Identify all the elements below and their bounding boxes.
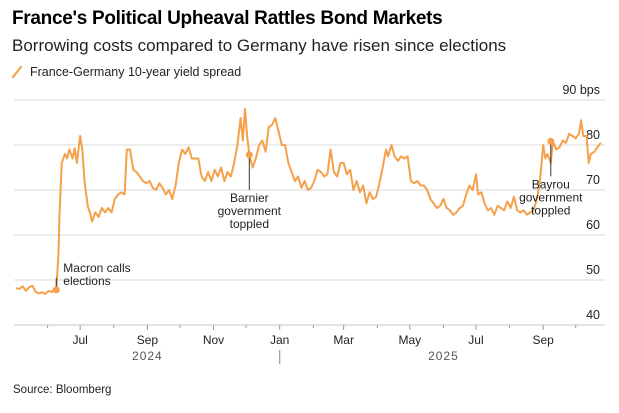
annotation-text: Bayrou	[532, 177, 570, 191]
source-note: Source: Bloomberg	[13, 384, 112, 396]
series-line	[15, 108, 602, 295]
x-tick-label: Sep	[533, 333, 555, 347]
y-tick-label: 40	[586, 308, 600, 322]
x-axis: Jul Sep Nov Jan Mar May Jul Sep 2024 2025	[47, 325, 577, 364]
chart-title: France's Political Upheaval Rattles Bond…	[12, 8, 443, 29]
y-tick-label: 70	[586, 173, 600, 187]
gridlines	[14, 99, 605, 326]
annotation-text: Barnier	[230, 191, 269, 205]
y-tick-label: 80	[586, 128, 600, 142]
x-tick-label: Mar	[333, 333, 354, 347]
x-year-label: 2025	[428, 349, 459, 363]
x-tick-label: Jul	[72, 333, 87, 347]
annotation-text: government	[218, 204, 282, 218]
y-tick-label: 60	[586, 218, 600, 232]
annotation-text: government	[519, 190, 583, 204]
annotation-text: toppled	[531, 203, 570, 217]
x-tick-label: Jul	[468, 333, 483, 347]
y-tick-label: 90 bps	[562, 83, 600, 97]
annotation-text: elections	[63, 274, 110, 288]
x-tick-label: Jan	[270, 333, 289, 347]
x-year-label: 2024	[132, 349, 163, 363]
y-tick-label: 50	[586, 263, 600, 277]
x-tick-label: Nov	[203, 333, 224, 347]
x-tick-label: Sep	[137, 333, 159, 347]
annotation-text: Macron calls	[63, 261, 130, 275]
diagonal-line-icon	[12, 66, 22, 78]
y-axis: 40 50 60 70 80 90 bps	[562, 83, 600, 322]
annotation-text: toppled	[230, 217, 269, 231]
annotation-marker	[52, 286, 60, 294]
chart-subtitle: Borrowing costs compared to Germany have…	[12, 36, 507, 55]
annotation-marker	[547, 137, 555, 145]
annotations-layer: Macron callselectionsBarniergovernmentto…	[52, 137, 583, 294]
x-tick-label: May	[398, 333, 421, 347]
annotation-marker	[245, 151, 253, 159]
legend: France-Germany 10-year yield spread	[12, 65, 241, 79]
series-layer	[15, 108, 602, 295]
legend-label: France-Germany 10-year yield spread	[30, 65, 242, 79]
